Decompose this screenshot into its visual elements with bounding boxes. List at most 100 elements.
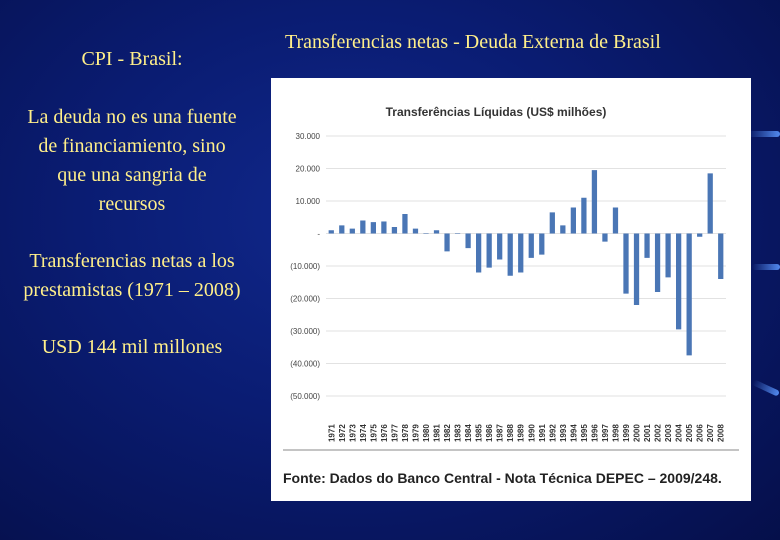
x-tick-label: 1995 [580,424,589,442]
bar [402,214,408,234]
bar [349,228,355,234]
left-text-panel: CPI - Brasil: La deuda no es una fuente … [22,48,242,390]
y-tick-label: - [317,230,320,239]
bar [697,233,703,237]
decor-streak [752,379,780,397]
bar [391,227,398,234]
x-tick-label: 1991 [538,424,547,442]
bar [486,233,492,268]
bar [444,233,450,252]
x-tick-label: 2000 [633,424,642,442]
slide-title: Transferencias netas - Deuda Externa de … [285,31,661,53]
chart-source-note: Fonte: Dados do Banco Central - Nota Téc… [283,470,722,486]
chart-figure: Transferências Líquidas (US$ milhões) 30… [271,78,751,501]
x-tick-label: 1979 [411,424,420,442]
left-title: CPI - Brasil: [81,48,183,70]
x-tick-label: 2004 [675,424,684,442]
y-tick-label: (30.000) [290,327,320,336]
y-axis-ticks: 30.000 20.000 10.000 - (10.000) (20.000) (30.0… [290,132,320,401]
y-tick-label: (20.000) [290,295,320,304]
bar-chart: Transferências Líquidas (US$ milhões) 30… [283,105,739,451]
bar [454,233,461,234]
bar [654,233,661,292]
left-paragraph-total: USD 144 mil millones [41,336,223,358]
x-tick-label: 2001 [643,424,652,442]
bar [612,207,619,234]
bar [370,222,376,234]
bar [549,212,555,234]
x-tick-label: 1977 [390,424,399,442]
x-tick-label: 1972 [338,424,347,442]
x-tick-label: 1992 [548,424,557,442]
bar [665,233,671,278]
y-tick-label: (40.000) [290,360,320,369]
decor-streak [748,131,780,137]
bar [528,233,534,258]
bar [423,233,429,234]
x-tick-label: 1981 [433,424,442,442]
x-tick-label: 1989 [517,424,526,442]
bar [381,221,387,234]
x-tick-label: 1996 [590,424,599,442]
bar [633,233,640,305]
x-tick-label: 1982 [443,424,452,442]
left-paragraph-debt: La deuda no es una fuente de financiamie… [27,106,237,215]
bar [465,233,471,249]
bar [412,228,419,234]
x-tick-label: 2005 [685,424,694,442]
bar [676,233,682,330]
bar [570,207,576,234]
bar [539,233,545,255]
x-tick-label: 1990 [527,424,536,442]
x-tick-label: 1985 [475,424,484,442]
bar [339,225,345,234]
chart-title: Transferências Líquidas (US$ milhões) [386,105,607,119]
bar [644,233,650,258]
x-tick-label: 1997 [601,424,610,442]
x-tick-label: 2008 [717,424,726,442]
bar [518,233,524,273]
x-tick-label: 1998 [611,424,620,442]
bar [507,233,513,276]
bars [328,170,724,356]
bar [718,233,724,279]
x-tick-label: 2006 [696,424,705,442]
bar [581,197,587,234]
x-tick-label: 1986 [485,424,494,442]
bar [602,233,608,242]
x-tick-label: 1971 [327,424,336,442]
bar [497,233,503,260]
x-tick-label: 1987 [496,424,505,442]
bar [591,170,598,234]
y-tick-label: (50.000) [290,392,320,401]
bar [560,225,566,234]
decor-streak [752,264,780,270]
x-tick-label: 2003 [664,424,673,442]
x-tick-label: 2007 [706,424,715,442]
x-tick-label: 1983 [454,424,463,442]
x-tick-label: 1999 [622,424,631,442]
x-axis-ticks: 1971 1972 1973 1974 1975 1976 1977 1978 1979 1980… [327,424,725,442]
y-tick-label: 30.000 [296,132,321,141]
x-tick-label: 1984 [464,424,473,442]
left-paragraph-transfers: Transferencias netas a los prestamistas … [23,250,241,301]
x-tick-label: 1978 [401,424,410,442]
x-tick-label: 1975 [369,424,378,442]
x-tick-label: 1988 [506,424,515,442]
x-tick-label: 1974 [359,424,368,442]
bar [623,233,629,294]
bar [433,230,440,234]
y-tick-label: 20.000 [296,165,321,174]
x-tick-label: 1993 [559,424,568,442]
x-tick-label: 1976 [380,424,389,442]
bar [360,220,366,234]
bar [328,230,334,234]
x-tick-label: 1973 [348,424,357,442]
x-tick-label: 2002 [654,424,663,442]
y-tick-label: 10.000 [296,197,321,206]
bar [686,233,692,356]
bar [476,233,482,273]
y-tick-label: (10.000) [290,262,320,271]
x-tick-label: 1994 [569,424,578,442]
x-tick-label: 1980 [422,424,431,442]
